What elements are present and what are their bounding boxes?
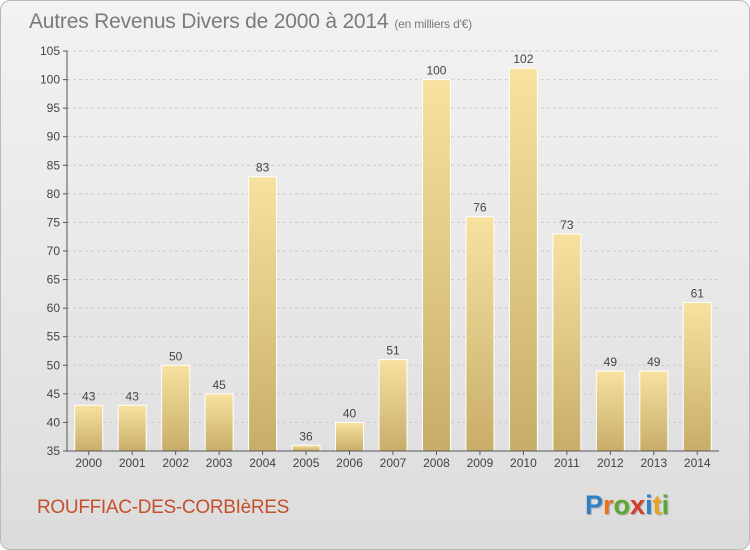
y-tick-label: 105: [40, 44, 60, 58]
bar: [291, 444, 321, 452]
x-tick-label: 2011: [554, 456, 580, 470]
bars: [74, 67, 712, 452]
bar-value-label: 49: [647, 355, 661, 369]
bar: [639, 370, 669, 452]
y-tick-label: 80: [47, 187, 61, 201]
x-tick-label: 2009: [467, 456, 494, 470]
x-tick-label: 2003: [206, 456, 233, 470]
bar: [465, 216, 495, 452]
chart-title: Autres Revenus Divers de 2000 à 2014 (en …: [29, 10, 472, 34]
bar: [378, 359, 408, 452]
x-tick-label: 2012: [597, 456, 624, 470]
y-tick-label: 55: [47, 330, 61, 344]
chart-title-text: Autres Revenus Divers de 2000 à 2014: [29, 10, 389, 33]
y-tick-label: 70: [47, 244, 61, 258]
x-tick-label: 2000: [75, 456, 102, 470]
logo-letter: x: [630, 490, 646, 520]
bar: [552, 233, 582, 452]
bar: [161, 364, 191, 452]
x-tick-label: 2014: [684, 456, 711, 470]
bar-value-label: 51: [386, 344, 400, 358]
y-tick-label: 100: [40, 73, 60, 87]
y-tick-label: 50: [47, 358, 61, 372]
y-tick-label: 95: [47, 101, 61, 115]
bar-value-label: 102: [513, 52, 533, 66]
x-tick-label: 2008: [423, 456, 450, 470]
bar: [74, 404, 104, 452]
bar-value-label: 83: [256, 161, 270, 175]
logo-letter: P: [585, 490, 604, 520]
bar: [335, 421, 365, 452]
axes: [63, 50, 719, 455]
x-tick-label: 2013: [640, 456, 667, 470]
bar: [421, 79, 451, 452]
bar: [508, 67, 538, 452]
bar-value-label: 49: [604, 355, 618, 369]
commune-name: ROUFFIAC-DES-CORBIèRES: [37, 497, 290, 518]
bar-value-label: 76: [473, 201, 487, 215]
proxiti-logo: Proxiti: [585, 490, 669, 521]
x-tick-label: 2010: [510, 456, 537, 470]
y-tick-label: 45: [47, 387, 61, 401]
logo-letter: r: [603, 490, 614, 520]
bar-value-label: 100: [426, 64, 446, 78]
y-tick-label: 60: [47, 301, 61, 315]
x-tick-label: 2005: [293, 456, 320, 470]
bar: [204, 393, 234, 452]
x-tick-label: 2004: [249, 456, 276, 470]
y-tick-label: 90: [47, 130, 61, 144]
y-tick-label: 75: [47, 215, 61, 229]
y-tick-label: 40: [47, 415, 61, 429]
bar: [248, 176, 278, 452]
bar-value-label: 36: [299, 429, 313, 443]
bar-value-label: 61: [691, 286, 705, 300]
logo-letter: i: [645, 490, 653, 520]
logo-letter: o: [613, 490, 631, 520]
logo-letter: i: [661, 490, 670, 520]
bar: [595, 370, 625, 452]
bar-value-label: 45: [212, 378, 226, 392]
bar-value-label: 50: [169, 349, 183, 363]
labels: 35 40 45 50 55 60 65 70 75 80 85 90 95 100 105 43 2000 43…: [40, 44, 711, 470]
x-tick-label: 2006: [336, 456, 363, 470]
bar-value-label: 73: [560, 218, 574, 232]
x-tick-label: 2001: [119, 456, 146, 470]
x-tick-label: 2007: [380, 456, 407, 470]
bar: [682, 301, 712, 452]
y-tick-label: 35: [47, 444, 61, 458]
x-tick-label: 2002: [162, 456, 189, 470]
bar-value-label: 43: [82, 389, 96, 403]
logo-letter: t: [652, 490, 662, 520]
bar-value-label: 40: [343, 406, 357, 420]
bar: [117, 404, 147, 452]
y-tick-label: 85: [47, 158, 61, 172]
y-tick-label: 65: [47, 273, 61, 287]
chart-unit: (en milliers d'€): [394, 17, 472, 31]
bar-value-label: 43: [126, 389, 140, 403]
